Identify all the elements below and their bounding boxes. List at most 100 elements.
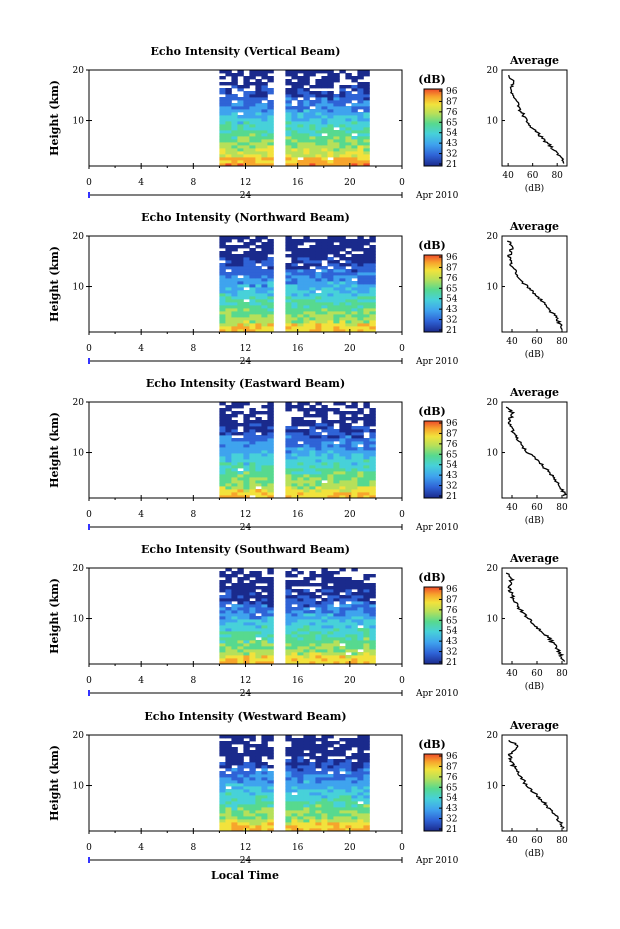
heatmap-cell xyxy=(345,738,352,742)
heatmap-cell xyxy=(285,592,292,596)
heatmap-cell xyxy=(255,459,262,463)
x-tick-label: 0 xyxy=(399,178,405,188)
heatmap-cell xyxy=(243,456,250,460)
x-tick-label: 0 xyxy=(86,676,92,686)
x-tick-label: 12 xyxy=(240,178,251,188)
heatmap-cell xyxy=(339,314,346,318)
heatmap-cell xyxy=(321,450,328,454)
heatmap-cell xyxy=(297,269,304,273)
heatmap-cell xyxy=(357,744,364,748)
heatmap-cell xyxy=(225,447,232,451)
heatmap-cell xyxy=(363,574,370,578)
heatmap-cell xyxy=(357,326,364,330)
heatmap-cell xyxy=(333,76,340,80)
heatmap-cell xyxy=(267,136,274,140)
heatmap-cell xyxy=(345,257,352,261)
heatmap-cell xyxy=(315,634,322,638)
heatmap-cell xyxy=(327,284,334,288)
heatmap-cell xyxy=(231,299,238,303)
heatmap-cell xyxy=(219,774,226,778)
heatmap-cell xyxy=(291,239,298,243)
heatmap-cell xyxy=(321,774,328,778)
heatmap-cell xyxy=(255,580,262,584)
heatmap-cell xyxy=(363,474,370,478)
heatmap-cell xyxy=(219,456,226,460)
heatmap-cell xyxy=(303,284,310,288)
heatmap-cell xyxy=(225,438,232,442)
heatmap-cell xyxy=(261,423,268,427)
heatmap-cell xyxy=(249,453,256,457)
heatmap-cell xyxy=(363,308,370,312)
heatmap-cell xyxy=(291,260,298,264)
heatmap-cell xyxy=(267,474,274,478)
colorbar-tick-label: 96 xyxy=(446,253,458,263)
heatmap-cell xyxy=(297,305,304,309)
heatmap-cell xyxy=(351,124,358,128)
heatmap-cell xyxy=(333,762,340,766)
heatmap-cell xyxy=(339,103,346,107)
heatmap-cell xyxy=(297,792,304,796)
heatmap-cell xyxy=(303,278,310,282)
heatmap-cell xyxy=(369,462,376,466)
heatmap-cell xyxy=(249,157,256,161)
heatmap-cell xyxy=(285,302,292,306)
heatmap-cell xyxy=(291,631,298,635)
heatmap-cell xyxy=(369,293,376,297)
heatmap-cell xyxy=(267,242,274,246)
heatmap-cell xyxy=(267,658,274,662)
heatmap-cell xyxy=(219,595,226,599)
heatmap-cell xyxy=(231,574,238,578)
heatmap-cell xyxy=(255,759,262,763)
heatmap-cell xyxy=(339,420,346,424)
heatmap-cell xyxy=(219,586,226,590)
heatmap-cell xyxy=(297,293,304,297)
heatmap-cell xyxy=(297,278,304,282)
heatmap-cell xyxy=(357,97,364,101)
heatmap-cell xyxy=(255,121,262,125)
heatmap-cell xyxy=(309,744,316,748)
heatmap-cell xyxy=(237,735,244,739)
heatmap-cell xyxy=(225,139,232,143)
heatmap-cell xyxy=(333,103,340,107)
heatmap-cell xyxy=(345,326,352,330)
heatmap-cell xyxy=(315,447,322,451)
heatmap-cell xyxy=(297,489,304,493)
heatmap-cell xyxy=(351,780,358,784)
heatmap-cell xyxy=(351,613,358,617)
heatmap-cell xyxy=(339,649,346,653)
heatmap-cell xyxy=(291,405,298,409)
heatmap-cell xyxy=(267,652,274,656)
heatmap-cell xyxy=(339,652,346,656)
heatmap-cell xyxy=(327,245,334,249)
heatmap-cell xyxy=(357,254,364,258)
heatmap-cell xyxy=(291,786,298,790)
heatmap-cell xyxy=(219,254,226,258)
heatmap-cell xyxy=(255,317,262,321)
heatmap-cell xyxy=(225,441,232,445)
heatmap-cell xyxy=(309,631,316,635)
heatmap-cell xyxy=(285,133,292,137)
colorbar-tick-label: 21 xyxy=(446,658,457,668)
heatmap-cell xyxy=(285,759,292,763)
heatmap-cell xyxy=(315,640,322,644)
y-axis-label: Height (km) xyxy=(48,412,61,488)
heatmap-cell xyxy=(333,435,340,439)
heatmap-cell xyxy=(357,269,364,273)
heatmap-cell xyxy=(315,157,322,161)
heatmap-cell xyxy=(309,329,316,333)
heatmap-cell xyxy=(363,70,370,74)
heatmap-cell xyxy=(231,148,238,152)
heatmap-cell xyxy=(333,160,340,164)
colorbar-tick-label: 65 xyxy=(446,783,458,793)
heatmap-cell xyxy=(261,76,268,80)
heatmap-cell xyxy=(303,121,310,125)
heatmap-cell xyxy=(351,272,358,276)
heatmap-cell xyxy=(333,438,340,442)
heatmap-cell xyxy=(351,828,358,832)
heatmap-cell xyxy=(291,311,298,315)
heatmap-cell xyxy=(225,88,232,92)
heatmap-cell xyxy=(237,266,244,270)
heatmap-cell xyxy=(243,417,250,421)
heatmap-cell xyxy=(291,619,298,623)
heatmap-cell xyxy=(255,441,262,445)
